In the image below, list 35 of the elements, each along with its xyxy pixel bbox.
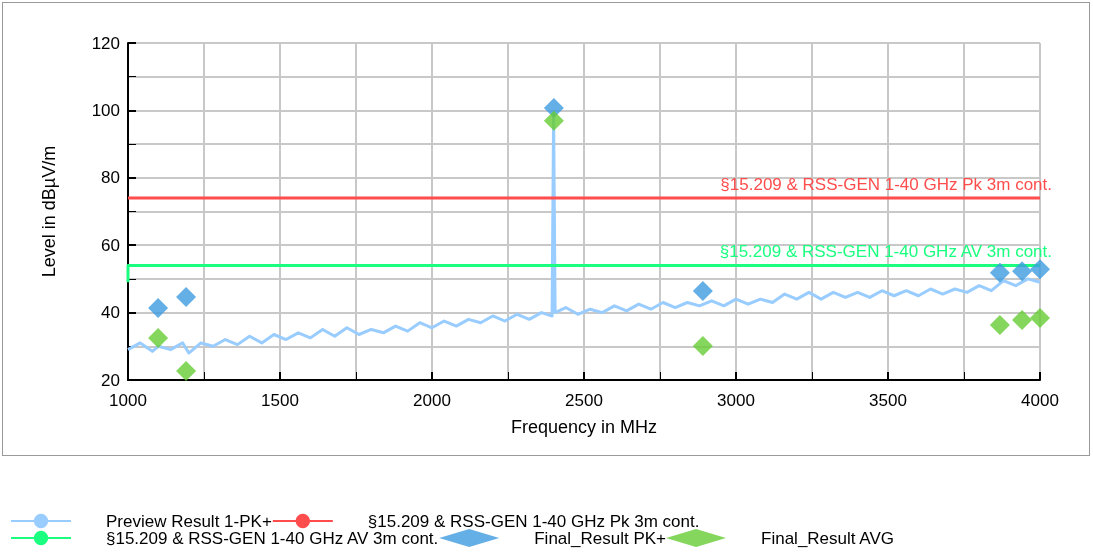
x-tick-label: 1500: [261, 391, 299, 410]
y-axis-title: Level in dBµV/m: [39, 145, 59, 278]
legend-label: Final_Result AVG: [761, 528, 894, 548]
legend-label: Preview Result 1-PK+: [106, 511, 272, 531]
y-tick-label: 120: [91, 33, 120, 53]
legend-label: Final_Result PK+: [534, 528, 667, 548]
y-tick-label: 60: [101, 235, 120, 255]
point: [176, 287, 197, 308]
point: [1012, 310, 1033, 331]
point: [692, 281, 713, 302]
point: [1030, 259, 1050, 280]
point: [176, 360, 197, 381]
x-tick-label: 3000: [717, 391, 755, 410]
y-tick-label: 80: [101, 168, 120, 188]
legend-label: §15.209 & RSS-GEN 1-40 GHz AV 3m cont.: [106, 528, 439, 548]
text: §15.209 & RSS-GEN 1-40 GHz AV 3m cont.: [719, 242, 1052, 262]
x-tick-label: 2500: [565, 391, 603, 410]
point: [1030, 307, 1050, 328]
point: [692, 335, 713, 356]
point: [989, 262, 1010, 283]
legend-label: §15.209 & RSS-GEN 1-40 GHz Pk 3m cont.: [367, 511, 700, 531]
x-tick-label: 1000: [109, 391, 147, 410]
point: [148, 297, 169, 318]
point: [543, 110, 564, 131]
x-tick-label: 3500: [869, 391, 907, 410]
y-tick-label: 100: [91, 100, 120, 120]
y-tick-label: 20: [101, 370, 120, 390]
point: [989, 315, 1010, 336]
point: [1012, 261, 1033, 282]
x-tick-label: 4000: [1021, 391, 1059, 410]
y-tick-label: 40: [101, 303, 120, 323]
point: [148, 327, 169, 348]
x-axis-title: Frequency in MHz: [510, 417, 658, 437]
x-tick-label: 2000: [413, 391, 451, 410]
text: §15.209 & RSS-GEN 1-40 GHz Pk 3m cont.: [720, 175, 1052, 195]
